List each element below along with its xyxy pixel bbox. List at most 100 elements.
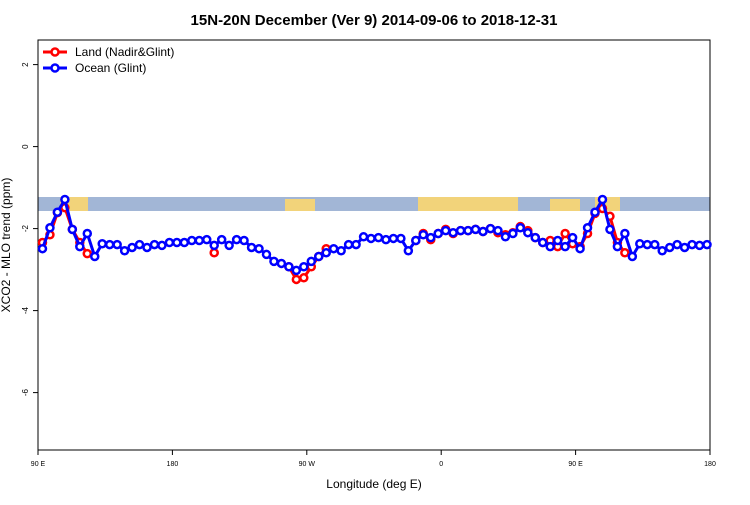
data-point bbox=[343, 239, 354, 250]
data-point bbox=[537, 237, 548, 248]
data-point bbox=[530, 232, 541, 243]
data-point bbox=[231, 234, 242, 245]
data-point bbox=[82, 248, 93, 259]
data-point bbox=[276, 258, 287, 269]
data-point bbox=[560, 228, 570, 239]
x-tick-label: 90 W bbox=[299, 461, 316, 468]
data-point bbox=[313, 251, 324, 262]
data-point bbox=[201, 234, 212, 245]
data-point bbox=[104, 239, 115, 250]
data-point bbox=[605, 224, 615, 235]
x-tick-label: 180 bbox=[704, 461, 716, 468]
data-point bbox=[470, 224, 481, 235]
data-point bbox=[164, 237, 175, 248]
data-point bbox=[679, 242, 690, 253]
data-point bbox=[224, 240, 234, 251]
data-point bbox=[299, 261, 309, 272]
y-tick-label: 2 bbox=[21, 62, 30, 67]
data-point bbox=[635, 239, 645, 249]
data-point bbox=[336, 245, 346, 256]
data-point bbox=[239, 235, 249, 246]
data-point bbox=[187, 235, 197, 246]
data-point bbox=[552, 235, 563, 246]
data-point bbox=[567, 232, 578, 243]
data-point bbox=[381, 234, 391, 245]
data-point bbox=[664, 242, 675, 253]
data-point bbox=[493, 225, 503, 236]
data-point bbox=[694, 240, 705, 251]
data-point bbox=[269, 256, 279, 267]
data-point bbox=[306, 256, 317, 267]
data-point bbox=[597, 194, 608, 205]
data-point bbox=[455, 225, 466, 236]
data-point bbox=[485, 223, 496, 234]
chart-title: 15N-20N December (Ver 9) 2014-09-06 to 2… bbox=[191, 12, 558, 29]
y-tick-label: -4 bbox=[21, 306, 30, 314]
data-point bbox=[328, 243, 339, 254]
data-point bbox=[52, 207, 63, 217]
data-point bbox=[60, 194, 70, 205]
data-point bbox=[261, 249, 272, 260]
data-point bbox=[254, 243, 264, 254]
legend-marker bbox=[50, 47, 60, 57]
data-point bbox=[366, 233, 376, 244]
map-strip bbox=[38, 197, 710, 211]
legend-label: Ocean (Glint) bbox=[75, 61, 146, 75]
data-point bbox=[642, 239, 653, 250]
data-point bbox=[119, 245, 130, 256]
x-tick-label: 90 E bbox=[568, 461, 583, 468]
data-point bbox=[657, 245, 667, 256]
data-point bbox=[127, 242, 137, 253]
data-point bbox=[620, 228, 630, 239]
data-point bbox=[37, 243, 48, 254]
data-point bbox=[702, 239, 712, 250]
data-point bbox=[396, 233, 406, 244]
data-point bbox=[590, 207, 600, 217]
data-point bbox=[209, 240, 219, 251]
data-point bbox=[545, 241, 555, 252]
y-tick-label: -2 bbox=[21, 224, 30, 232]
data-point bbox=[560, 241, 570, 252]
data-point bbox=[627, 251, 638, 262]
y-tick-label: -6 bbox=[21, 388, 30, 396]
data-point bbox=[358, 232, 369, 242]
data-point bbox=[112, 239, 122, 250]
data-point bbox=[179, 237, 190, 248]
series bbox=[37, 194, 712, 276]
data-point bbox=[575, 243, 585, 254]
data-point bbox=[351, 239, 361, 250]
x-tick-label: 180 bbox=[167, 461, 179, 468]
data-point bbox=[134, 239, 145, 250]
data-point bbox=[67, 224, 78, 235]
data-point bbox=[291, 265, 302, 276]
data-point bbox=[649, 239, 660, 250]
data-point bbox=[194, 235, 205, 246]
data-point bbox=[209, 248, 219, 258]
x-tick-label: 0 bbox=[439, 461, 443, 468]
data-point bbox=[620, 248, 630, 258]
legend-label: Land (Nadir&Glint) bbox=[75, 45, 174, 59]
data-point bbox=[75, 241, 85, 252]
data-point bbox=[500, 232, 511, 242]
data-point bbox=[321, 248, 331, 258]
data-point bbox=[425, 232, 436, 243]
data-point bbox=[508, 228, 518, 239]
data-point bbox=[157, 240, 167, 251]
data-point bbox=[403, 245, 414, 256]
data-point bbox=[612, 241, 623, 252]
data-point bbox=[142, 242, 152, 253]
data-point bbox=[523, 227, 533, 238]
data-point bbox=[149, 239, 160, 250]
data-point bbox=[45, 223, 55, 233]
x-tick-label: 90 E bbox=[31, 461, 46, 468]
data-point bbox=[172, 237, 182, 248]
data-point bbox=[440, 225, 451, 236]
data-point bbox=[299, 273, 309, 283]
data-point bbox=[448, 227, 458, 238]
y-tick-label: 0 bbox=[21, 144, 30, 149]
data-point bbox=[373, 232, 384, 243]
data-point bbox=[284, 261, 294, 272]
data-point bbox=[672, 239, 682, 250]
x-axis-label: Longitude (deg E) bbox=[326, 477, 421, 491]
legend: Land (Nadir&Glint) Ocean (Glint) bbox=[43, 45, 174, 75]
